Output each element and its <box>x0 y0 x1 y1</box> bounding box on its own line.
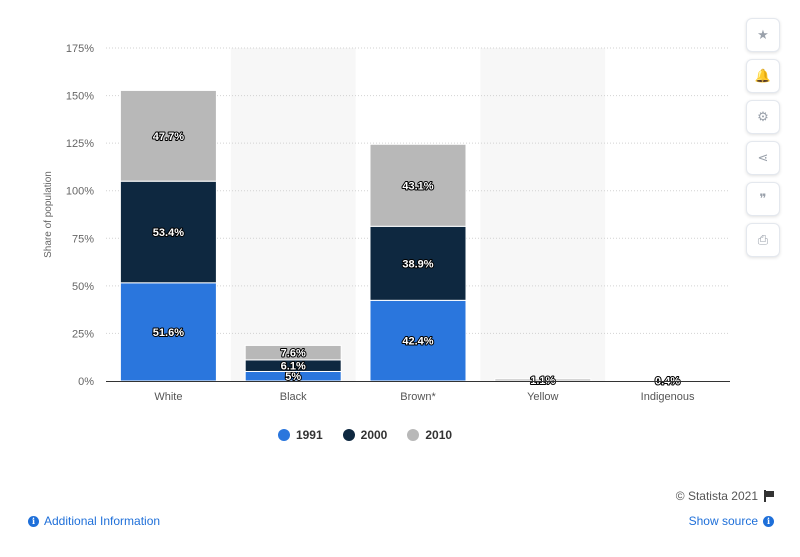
y-tick-label: 175% <box>66 43 94 55</box>
x-tick-label: White <box>154 391 182 403</box>
x-tick-label: Yellow <box>527 391 558 403</box>
share-icon[interactable]: ⋖ <box>746 141 780 175</box>
notification-bell-icon[interactable]: 🔔 <box>746 59 780 93</box>
info-icon: i <box>28 515 39 527</box>
show-source-label: Show source <box>688 514 758 528</box>
y-tick-label: 150% <box>66 91 94 103</box>
data-label: 51.6% <box>153 327 184 339</box>
y-tick-label: 125% <box>66 138 94 150</box>
y-tick-label: 100% <box>66 186 94 198</box>
category-band-shade <box>480 48 606 381</box>
stacked-bar-chart: 0% 25% 50% 75% 100% 125% 150% 175% Share of popu… <box>43 43 730 403</box>
statista-credits[interactable]: © Statista 2021 <box>676 489 774 503</box>
bar-segment-2010[interactable] <box>119 89 217 182</box>
legend-label-2000: 2000 <box>360 428 388 442</box>
favorite-star-icon[interactable]: ★ <box>746 18 780 52</box>
cite-quote-icon[interactable]: ❞ <box>746 182 780 216</box>
additional-information-label: Additional Information <box>44 514 161 528</box>
data-label: 7.6% <box>281 348 306 360</box>
data-label: 38.9% <box>402 258 433 270</box>
bar-segment-2000[interactable] <box>369 225 467 301</box>
x-tick-label: Indigenous <box>641 391 695 403</box>
additional-information-link[interactable]: i Additional Information <box>28 514 160 528</box>
category-band-shade <box>230 48 356 381</box>
y-axis-title: Share of population <box>43 171 54 258</box>
legend-label-1991: 1991 <box>295 428 323 442</box>
x-tick-label: Black <box>280 391 307 403</box>
bar-segment-2010[interactable] <box>369 143 467 227</box>
credits-text: © Statista 2021 <box>675 489 758 503</box>
data-label: 1.1% <box>530 375 555 387</box>
bar-segment-1991[interactable] <box>369 299 467 382</box>
print-icon[interactable]: ⎙ <box>746 223 780 257</box>
y-tick-label: 25% <box>72 328 94 340</box>
flag-icon <box>764 490 774 502</box>
data-label: 53.4% <box>153 227 184 239</box>
bar-segment-2010[interactable] <box>244 344 342 361</box>
y-tick-label: 75% <box>72 233 94 245</box>
y-tick-label: 0% <box>78 376 94 388</box>
data-label: 5% <box>285 371 301 383</box>
side-toolbar: ★ 🔔 ⚙ ⋖ ❞ ⎙ <box>746 18 782 264</box>
bar-segment-1991[interactable] <box>119 282 217 382</box>
settings-gear-icon[interactable]: ⚙ <box>746 100 780 134</box>
legend-dot-2010 <box>407 429 420 441</box>
bar-segment-2000[interactable] <box>119 180 217 284</box>
legend-dot-1991 <box>277 429 290 441</box>
data-label: 47.7% <box>153 131 184 143</box>
legend-item-1991[interactable]: 1991 <box>277 428 323 442</box>
chart-legend: 1991 2000 2010 <box>0 428 730 442</box>
legend-item-2010[interactable]: 2010 <box>407 428 452 442</box>
data-label: 42.4% <box>402 336 433 348</box>
legend-dot-2000 <box>342 429 355 441</box>
y-tick-label: 50% <box>72 281 94 293</box>
show-source-link[interactable]: Show source i <box>689 514 774 528</box>
legend-item-2000[interactable]: 2000 <box>342 428 388 442</box>
info-icon: i <box>763 515 774 527</box>
legend-label-2010: 2010 <box>425 428 453 442</box>
x-tick-label: Brown* <box>400 391 436 403</box>
data-label: 43.1% <box>402 180 433 192</box>
data-label: 6.1% <box>281 361 306 373</box>
